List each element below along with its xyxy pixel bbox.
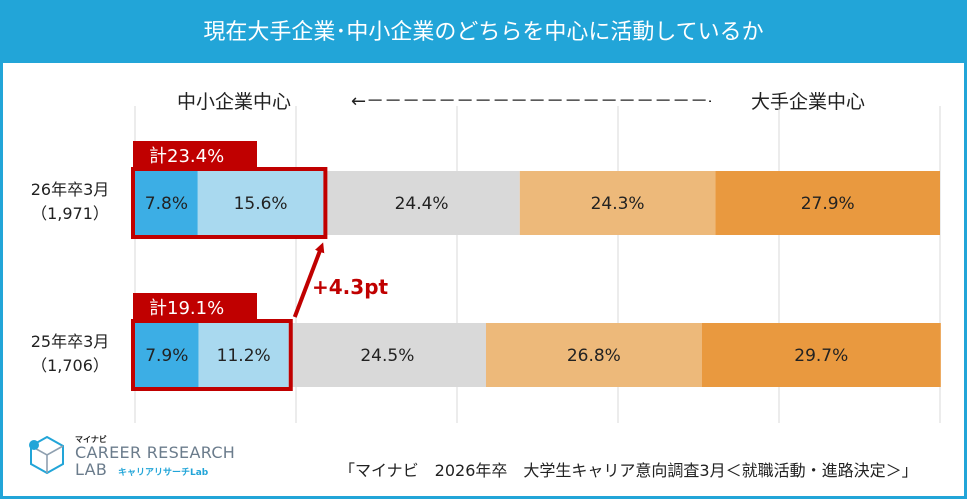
stacked-bar-chart: 7.8% 15.6% 24.4% 24.3% 27.9% 26年卒3月 （1,971） 計23… <box>31 106 941 423</box>
data-label: 7.9% <box>145 346 188 366</box>
category-count: （1,971） <box>31 204 109 223</box>
bar-segment <box>323 171 520 235</box>
delta-label: +4.3pt <box>312 275 389 299</box>
logo-brand: マイナビ <box>75 435 107 444</box>
total-tab <box>133 293 257 321</box>
bar-segment <box>135 323 199 387</box>
bar-segment <box>519 171 716 235</box>
bar-segment <box>198 323 289 387</box>
data-label: 24.5% <box>360 346 414 366</box>
bar-segment <box>288 323 486 387</box>
total-label: 計23.4% <box>149 146 224 167</box>
logo-cube-icon <box>29 435 64 475</box>
category-count: （1,706） <box>31 356 109 375</box>
data-label: 24.4% <box>395 194 449 214</box>
bar-segment <box>135 171 198 235</box>
growth-arrow <box>292 242 325 318</box>
bar-segment <box>701 323 941 387</box>
data-label: 7.8% <box>145 194 188 214</box>
chart-title: 現在大手企業･中小企業のどちらを中心に活動しているか <box>3 3 964 63</box>
bar-segment <box>485 323 702 387</box>
data-label: 24.3% <box>591 194 645 214</box>
total-tab <box>133 141 257 169</box>
data-label: 26.8% <box>567 346 621 366</box>
data-label: 29.7% <box>794 346 848 366</box>
right-axis-label: 大手企業中心 <box>751 91 866 113</box>
data-label: 27.9% <box>801 194 855 214</box>
source-note: 「マイナビ 2026年卒 大学生キャリア意向調査3月＜就職活動・進路決定＞」 <box>339 461 918 480</box>
logo-name: CAREER RESEARCH LAB <box>75 443 236 479</box>
category-label: 26年卒3月 <box>31 180 110 199</box>
direction-arrow: ←－－－－－－－－－－－－－－－－－－－→ <box>351 91 711 112</box>
left-axis-label: 中小企業中心 <box>177 91 292 113</box>
bar-segment <box>715 171 940 235</box>
data-label: 11.2% <box>217 346 271 366</box>
bar-segment <box>197 171 324 235</box>
logo-subtitle: キャリアリサーチLab <box>118 468 209 478</box>
total-label: 計19.1% <box>149 298 224 319</box>
data-label: 15.6% <box>234 194 288 214</box>
category-label: 25年卒3月 <box>31 332 110 351</box>
